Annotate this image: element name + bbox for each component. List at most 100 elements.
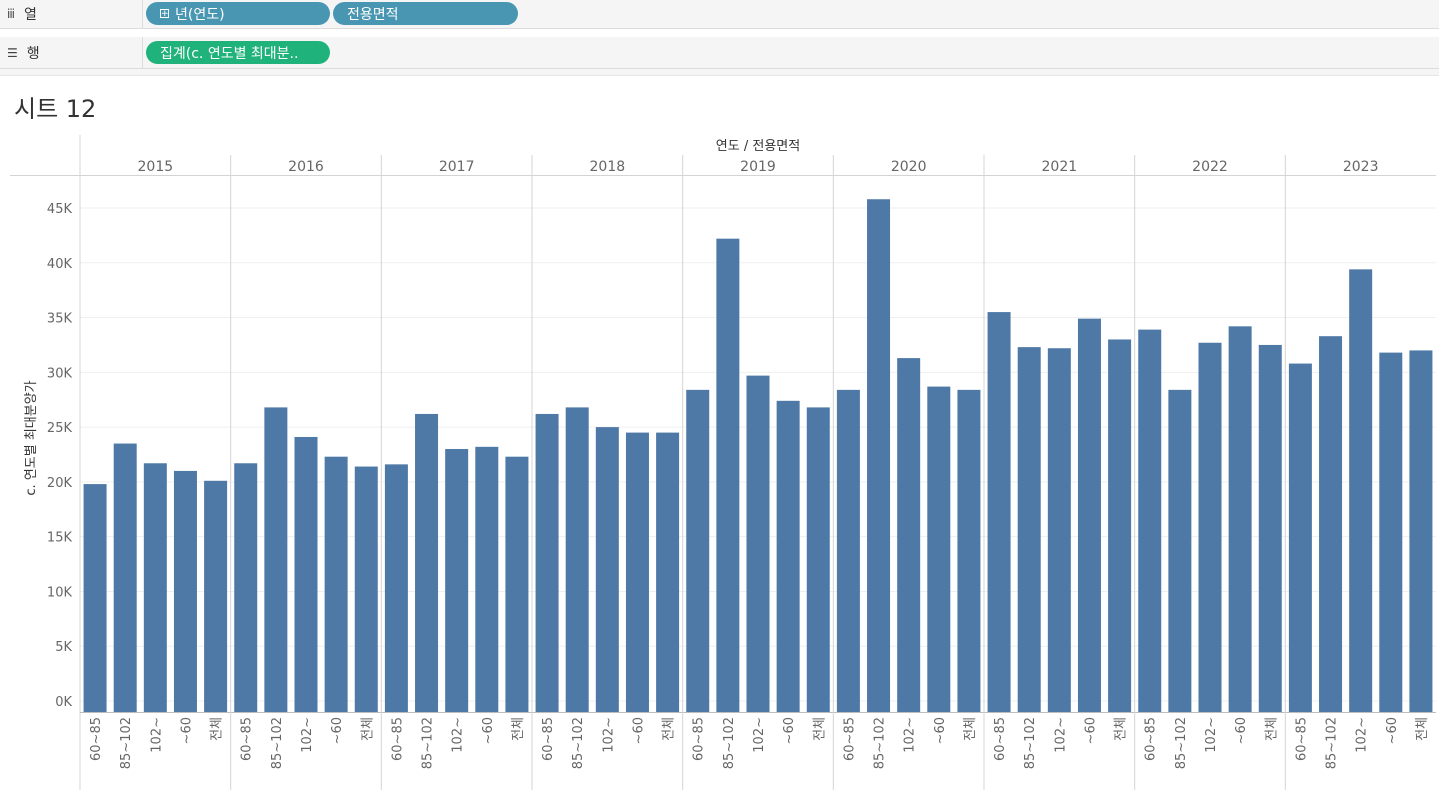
year-header-2017: 2017 bbox=[439, 159, 475, 175]
bar-2015-4 bbox=[204, 480, 228, 712]
bar-2019-0 bbox=[686, 389, 710, 712]
bar-2020-3 bbox=[927, 386, 951, 712]
bar-2017-4 bbox=[505, 456, 529, 712]
bar-2023-3 bbox=[1379, 352, 1403, 712]
x-tick-label: 85~102 bbox=[1023, 717, 1038, 769]
x-tick-label: 전체 bbox=[963, 717, 978, 741]
measure-pill[interactable]: 집계(c. 연도별 최대분.. bbox=[146, 41, 330, 64]
columns-icon: iii bbox=[7, 7, 15, 21]
x-tick-label: ~60 bbox=[1083, 717, 1098, 744]
x-tick-label: 102~ bbox=[300, 717, 315, 753]
bar-2020-4 bbox=[957, 389, 981, 712]
bar-2021-1 bbox=[1017, 347, 1041, 712]
x-tick-label: 85~102 bbox=[270, 717, 285, 769]
x-tick-label: 85~102 bbox=[421, 717, 436, 769]
year-header-2016: 2016 bbox=[288, 159, 324, 175]
rows-shelf: ☰ 행 집계(c. 연도별 최대분.. bbox=[0, 37, 1439, 69]
bar-2021-4 bbox=[1108, 339, 1132, 712]
bar-2016-4 bbox=[354, 466, 378, 712]
bar-2022-4 bbox=[1258, 344, 1282, 712]
bar-2020-2 bbox=[897, 358, 921, 712]
y-tick-label: 0K bbox=[55, 695, 72, 710]
y-tick-label: 10K bbox=[47, 585, 73, 600]
area-pill[interactable]: 전용면적 bbox=[333, 2, 518, 25]
bar-2019-4 bbox=[806, 407, 830, 712]
bar-2020-0 bbox=[836, 389, 860, 712]
bar-2015-1 bbox=[113, 443, 137, 712]
bar-2016-3 bbox=[324, 456, 348, 712]
bar-2015-0 bbox=[83, 484, 107, 712]
x-tick-label: 102~ bbox=[752, 717, 767, 753]
x-tick-label: ~60 bbox=[631, 717, 646, 744]
bar-2018-2 bbox=[595, 427, 619, 712]
columns-label-text: 열 bbox=[24, 7, 37, 23]
bar-2017-3 bbox=[475, 446, 499, 712]
bar-2022-2 bbox=[1198, 342, 1222, 712]
bar-2019-1 bbox=[716, 238, 740, 713]
x-tick-label: 전체 bbox=[812, 717, 827, 741]
bar-2018-1 bbox=[565, 407, 589, 712]
x-tick-label: 85~102 bbox=[873, 717, 888, 769]
x-tick-label: 전체 bbox=[1114, 717, 1129, 741]
header-title: 연도 / 전용면적 bbox=[716, 139, 800, 154]
bar-2023-1 bbox=[1319, 336, 1343, 712]
x-tick-label: ~60 bbox=[1385, 717, 1400, 744]
bar-2019-3 bbox=[776, 400, 800, 712]
bar-2018-3 bbox=[625, 432, 649, 712]
bar-2015-3 bbox=[173, 470, 197, 712]
x-tick-label: 60~85 bbox=[89, 717, 104, 761]
bar-2015-2 bbox=[143, 463, 167, 712]
x-tick-label: ~60 bbox=[481, 717, 496, 744]
x-tick-label: 전체 bbox=[360, 717, 375, 741]
y-tick-label: 30K bbox=[47, 366, 73, 381]
year-pill[interactable]: + 년(연도) bbox=[146, 2, 330, 25]
bar-2021-3 bbox=[1077, 318, 1101, 712]
y-tick-label: 40K bbox=[47, 257, 73, 272]
bar-2022-1 bbox=[1168, 389, 1192, 712]
year-header-2023: 2023 bbox=[1343, 159, 1379, 175]
bar-2023-2 bbox=[1349, 269, 1373, 712]
x-tick-label: 60~85 bbox=[993, 717, 1008, 761]
measure-pill-label: 집계(c. 연도별 최대분.. bbox=[160, 45, 299, 62]
y-tick-label: 45K bbox=[47, 202, 73, 217]
x-tick-label: 102~ bbox=[1053, 717, 1068, 753]
year-header-2018: 2018 bbox=[590, 159, 626, 175]
bar-2021-0 bbox=[987, 312, 1011, 712]
y-axis-label: c. 연도별 최대분양가 bbox=[24, 380, 39, 495]
rows-label-text: 행 bbox=[26, 45, 40, 62]
bar-2017-1 bbox=[415, 413, 439, 712]
x-tick-label: 전체 bbox=[662, 717, 677, 741]
x-tick-label: ~60 bbox=[1234, 717, 1249, 744]
x-tick-label: 102~ bbox=[903, 717, 918, 753]
bar-2016-0 bbox=[234, 463, 258, 712]
x-tick-label: 102~ bbox=[1204, 717, 1219, 753]
year-header-2022: 2022 bbox=[1192, 159, 1228, 175]
year-header-2020: 2020 bbox=[891, 159, 927, 175]
x-tick-label: 102~ bbox=[149, 717, 164, 753]
columns-shelf: iii 열 + 년(연도) 전용면적 bbox=[0, 0, 1439, 29]
bar-2016-1 bbox=[264, 407, 288, 712]
x-tick-label: ~60 bbox=[933, 717, 948, 744]
x-tick-label: 전체 bbox=[210, 717, 225, 741]
x-tick-label: 60~85 bbox=[1144, 717, 1159, 761]
bar-2020-1 bbox=[867, 199, 891, 713]
x-tick-label: ~60 bbox=[782, 717, 797, 744]
x-tick-label: 60~85 bbox=[1294, 717, 1309, 761]
bar-2022-0 bbox=[1138, 329, 1162, 712]
year-header-2021: 2021 bbox=[1042, 159, 1078, 175]
x-tick-label: 60~85 bbox=[390, 717, 405, 761]
plus-box-icon[interactable]: + bbox=[160, 9, 169, 19]
x-tick-label: 85~102 bbox=[119, 717, 134, 769]
x-tick-label: 60~85 bbox=[541, 717, 556, 761]
bar-2023-0 bbox=[1288, 363, 1312, 712]
columns-shelf-label: iii 열 bbox=[0, 0, 143, 28]
x-tick-label: ~60 bbox=[330, 717, 345, 744]
sheet-title: 시트 12 bbox=[14, 95, 97, 123]
x-tick-label: 85~102 bbox=[1174, 717, 1189, 769]
y-tick-label: 35K bbox=[47, 312, 73, 327]
x-tick-label: 전체 bbox=[1415, 717, 1430, 741]
bar-2018-4 bbox=[656, 432, 680, 712]
bar-2017-2 bbox=[445, 449, 469, 712]
rows-icon: ☰ bbox=[7, 45, 18, 60]
